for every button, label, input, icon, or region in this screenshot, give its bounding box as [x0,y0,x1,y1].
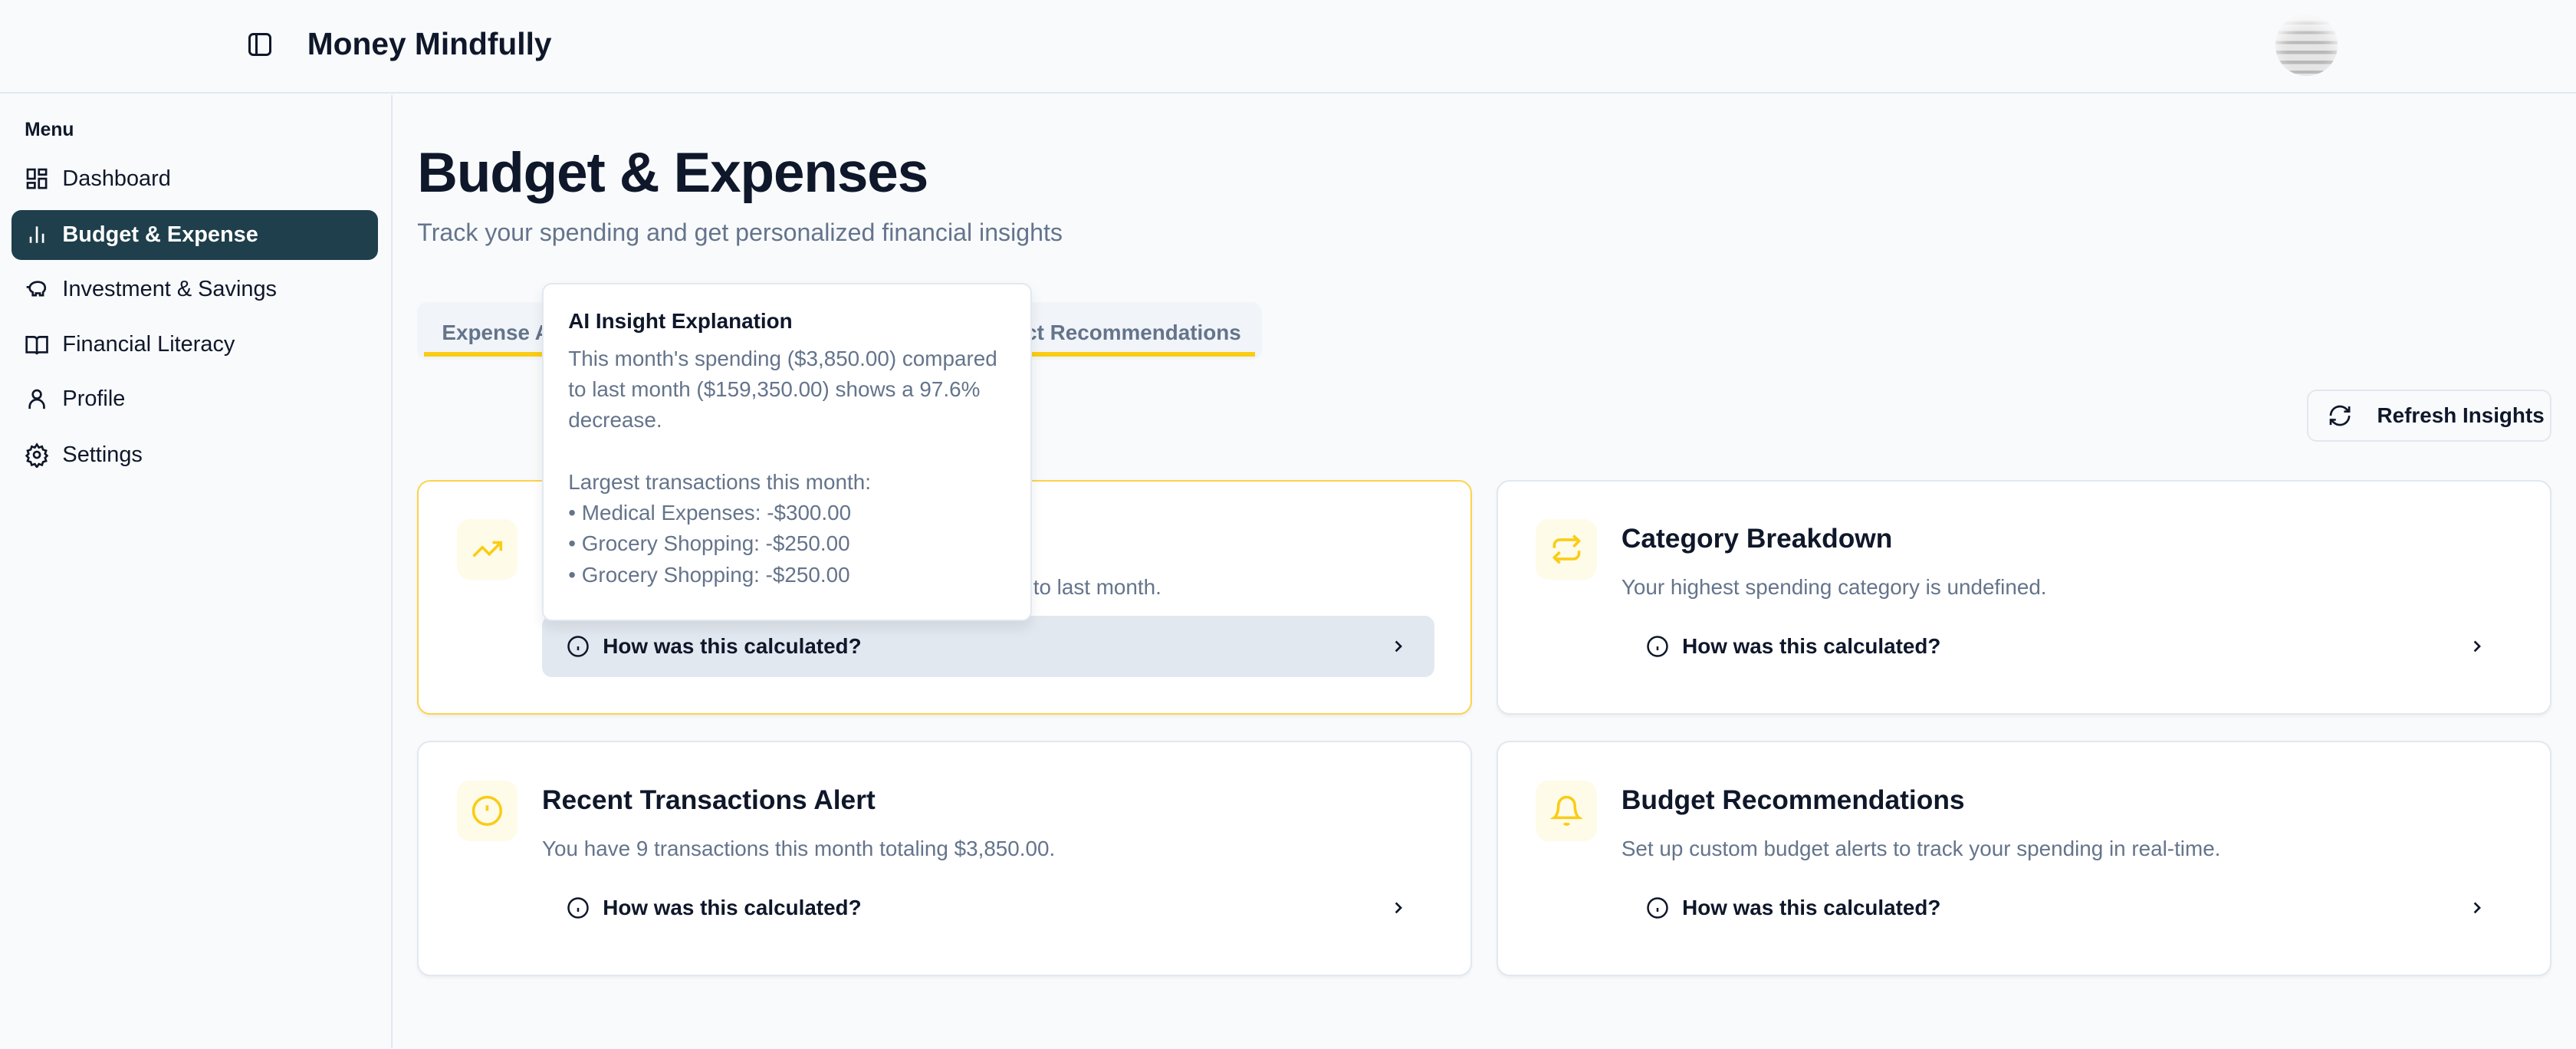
info-icon [1647,636,1668,657]
icon-box [456,518,518,580]
chevron-right-icon [2474,902,2482,914]
info-icon [567,636,589,657]
bell-icon [1549,795,1583,826]
book-icon [25,335,48,355]
card-description: You have 9 transactions this month total… [541,836,1056,860]
sidebar-item-label: Financial Literacy [62,332,235,357]
info-icon [1647,897,1668,919]
tooltip-title: AI Insight Explanation [568,308,793,333]
alert-circle-icon [472,795,502,826]
refresh-insights-button[interactable]: Refresh Insights [2306,389,2551,442]
tooltip-line: decrease. [568,408,662,432]
tooltip-line [568,436,1005,466]
card-title: Recent Transactions Alert [541,785,876,816]
tooltip-line: Largest transactions this month: [568,469,871,494]
repeat-icon [1552,534,1581,564]
app-header: Money Mindfully [0,0,2576,94]
app-title: Money Mindfully [307,26,552,62]
tooltip-line: This month's spending ($3,850.00) compar… [568,346,997,370]
page-subtitle: Track your spending and get personalized… [417,219,1063,246]
sidebar-item-financial-literacy[interactable]: Financial Literacy [12,321,378,370]
sidebar-item-label: Dashboard [62,166,171,192]
sidebar-item-label: Settings [62,442,143,468]
tooltip-line: • Grocery Shopping: -$250.00 [568,531,850,556]
card-title: Budget Recommendations [1621,785,1965,816]
card-description: to last month. [1033,574,1162,599]
how-calculated-button[interactable]: How was this calculated? [541,616,1434,677]
calc-label: How was this calculated? [1682,895,1941,919]
avatar[interactable] [2275,15,2338,76]
sidebar: Menu Dashboard Budget & Expense Investme… [0,95,393,1049]
chevron-right-icon [1395,640,1402,653]
chevron-right-icon [2474,640,2482,653]
sidebar-item-profile[interactable]: Profile [12,375,378,424]
how-calculated-button[interactable]: How was this calculated? [542,877,1434,938]
insight-card-category-breakdown: Category Breakdown Your highest spending… [1497,479,2551,715]
sidebar-item-budget-expense[interactable]: Budget & Expense [12,210,378,260]
tab-expense-analysis[interactable]: Expense A [423,307,572,357]
calc-label: How was this calculated? [1682,634,1941,659]
refresh-label: Refresh Insights [2377,403,2545,428]
gear-icon [25,442,49,468]
sidebar-item-label: Investment & Savings [62,276,277,301]
card-description: Your highest spending category is undefi… [1621,574,2047,599]
sidebar-item-label: Profile [62,386,126,412]
how-calculated-button[interactable]: How was this calculated? [1622,877,2514,938]
tooltip-line: to last month ($159,350.00) shows a 97.6… [568,377,981,401]
page-title: Budget & Expenses [417,142,928,205]
icon-box [1536,518,1597,580]
refresh-icon [2329,405,2351,426]
how-calculated-button[interactable]: How was this calculated? [1622,616,2514,676]
calc-label: How was this calculated? [603,634,862,659]
card-title: Category Breakdown [1621,524,1893,554]
calc-label: How was this calculated? [603,895,862,919]
sidebar-item-dashboard[interactable]: Dashboard [12,154,378,203]
tab-recommendations[interactable]: ct Recommendations [1025,307,1256,357]
icon-box [456,780,518,841]
menu-label: Menu [25,120,74,141]
user-icon [28,389,45,409]
sidebar-item-label: Budget & Expense [62,222,258,247]
tooltip-line: • Grocery Shopping: -$250.00 [568,562,850,587]
sidebar-toggle-icon[interactable] [248,32,271,56]
icon-box [1536,780,1597,841]
trending-up-icon [472,541,502,557]
dashboard-icon [26,169,48,189]
insight-card-recent-transactions: Recent Transactions Alert You have 9 tra… [417,741,1472,976]
tooltip-line: • Medical Expenses: -$300.00 [568,500,852,524]
ai-insight-tooltip: AI Insight Explanation This month's spen… [542,282,1032,621]
chevron-right-icon [1395,902,1402,914]
insight-card-budget-recommendations: Budget Recommendations Set up custom bud… [1497,741,2551,976]
card-description: Set up custom budget alerts to track you… [1621,836,2221,860]
sidebar-item-settings[interactable]: Settings [12,430,378,479]
bar-chart-icon [29,226,44,244]
info-icon [567,897,589,919]
sidebar-item-investment-savings[interactable]: Investment & Savings [12,265,378,314]
piggy-bank-icon [26,281,47,297]
